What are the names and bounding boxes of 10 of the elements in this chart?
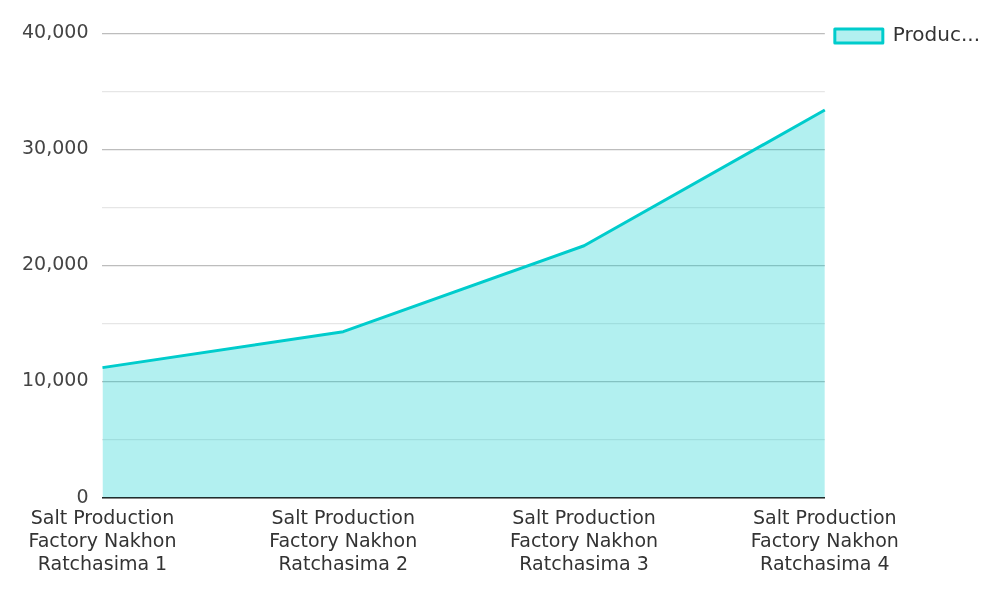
legend-label: Produc...: [892, 22, 980, 47]
y-tick-label: 30,000: [22, 136, 89, 159]
y-tick-label: 0: [76, 484, 89, 507]
x-tick-label: Salt Production Factory Nakhon Ratchasima 2: [269, 505, 418, 574]
x-tick-label: Salt Production Factory Nakhon Ratchasima 1: [28, 505, 177, 574]
y-tick-label: 40,000: [22, 20, 89, 43]
y-tick-label: 20,000: [22, 252, 89, 275]
x-tick-label: Salt Production Factory Nakhon Ratchasima 4: [750, 505, 899, 574]
x-tick-label: Salt Production Factory Nakhon Ratchasima 3: [510, 505, 659, 574]
y-tick-label: 10,000: [22, 368, 89, 391]
